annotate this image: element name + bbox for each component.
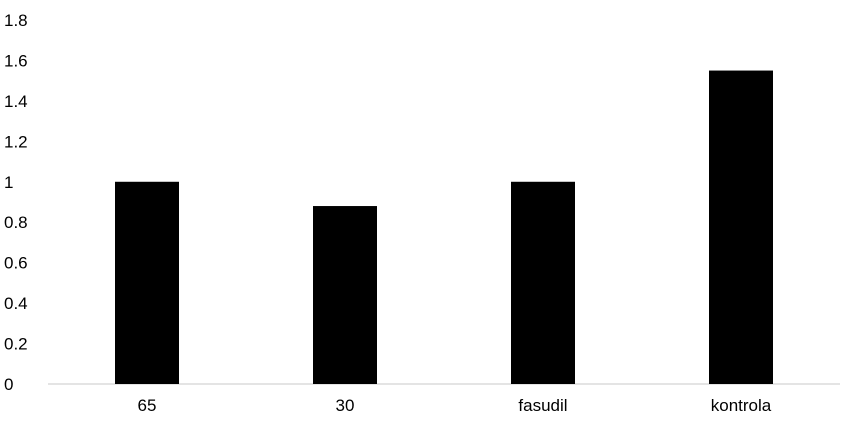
bar-30 (313, 206, 377, 384)
bar-kontrola (709, 70, 773, 385)
x-category-label: 30 (336, 396, 355, 415)
y-tick-label: 0 (4, 375, 13, 394)
y-axis-ticks: 0 0.2 0.4 0.6 0.8 1 1.2 1.4 1.6 1.8 (4, 11, 28, 394)
x-category-label: fasudil (518, 396, 567, 415)
y-tick-label: 0.4 (4, 294, 28, 313)
y-tick-label: 1.2 (4, 132, 28, 151)
x-axis-labels: 65 30 fasudil kontrola (138, 396, 772, 415)
bar-65 (115, 181, 179, 384)
x-category-label: kontrola (711, 396, 772, 415)
y-tick-label: 1.8 (4, 11, 28, 30)
y-tick-label: 1.6 (4, 51, 28, 70)
y-tick-label: 0.8 (4, 213, 28, 232)
x-category-label: 65 (138, 396, 157, 415)
bars-group (115, 70, 773, 385)
bar-fasudil (511, 181, 575, 384)
y-tick-label: 0.6 (4, 254, 28, 273)
y-tick-label: 0.2 (4, 335, 28, 354)
y-tick-label: 1.4 (4, 92, 28, 111)
y-tick-label: 1 (4, 173, 13, 192)
